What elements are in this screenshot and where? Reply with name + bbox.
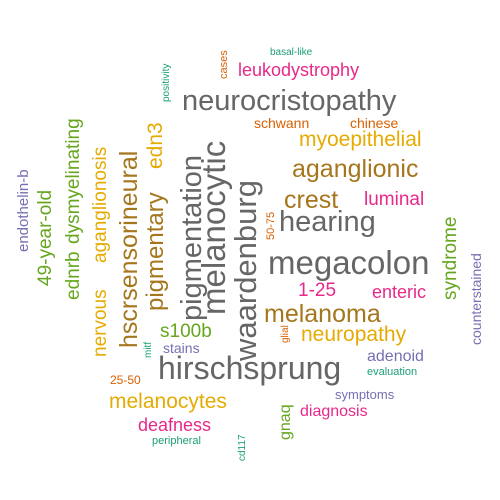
word: cd117 [237, 434, 248, 461]
word: glial [280, 325, 291, 343]
word: mitf [143, 341, 154, 358]
word: symptoms [335, 387, 395, 402]
word: luminal [364, 189, 425, 210]
word: syndrome [440, 216, 461, 300]
word: deafness [138, 415, 212, 435]
word: pigmentary [142, 192, 169, 311]
word: 1-25 [298, 280, 337, 301]
word: melanocytes [109, 390, 227, 413]
word: hirschsprung [158, 350, 342, 386]
word: edn3 [144, 122, 167, 169]
word: leukodystrophy [238, 60, 360, 80]
word: 25-50 [110, 373, 141, 387]
word: neurocristopathy [182, 85, 397, 117]
word: pigmentation [176, 154, 208, 321]
word: diagnosis [300, 403, 368, 420]
word: aganglionic [292, 155, 419, 183]
word: chinese [350, 115, 399, 131]
word: nervous [90, 289, 111, 357]
word: peripheral [152, 435, 201, 447]
word: enteric [372, 282, 427, 302]
word: schwann [254, 115, 310, 131]
word: 49-year-old [35, 189, 56, 286]
word: 50-75 [265, 211, 277, 240]
word: hearing [279, 206, 376, 238]
word: ednrb [63, 251, 84, 300]
word: aganglionosis [90, 146, 111, 263]
word: waardenburg [228, 180, 263, 361]
word: adenoid [367, 348, 424, 365]
word: positivity [161, 63, 172, 102]
word: cases [218, 50, 230, 79]
word: dysmyelinating [63, 118, 84, 244]
word: crest [284, 186, 339, 214]
word: basal-like [270, 47, 313, 58]
word: gnaq [277, 404, 294, 440]
word: evaluation [367, 366, 418, 378]
word: neuropathy [301, 323, 407, 346]
word: myoepithelial [299, 128, 422, 151]
word: stains [163, 340, 200, 356]
word: melanoma [264, 300, 381, 328]
word: counterstained [468, 253, 484, 345]
word: s100b [160, 321, 212, 342]
word: hscrsensorineural [115, 150, 143, 348]
word: megacolon [268, 244, 430, 281]
word: endothelin-b [15, 169, 32, 252]
